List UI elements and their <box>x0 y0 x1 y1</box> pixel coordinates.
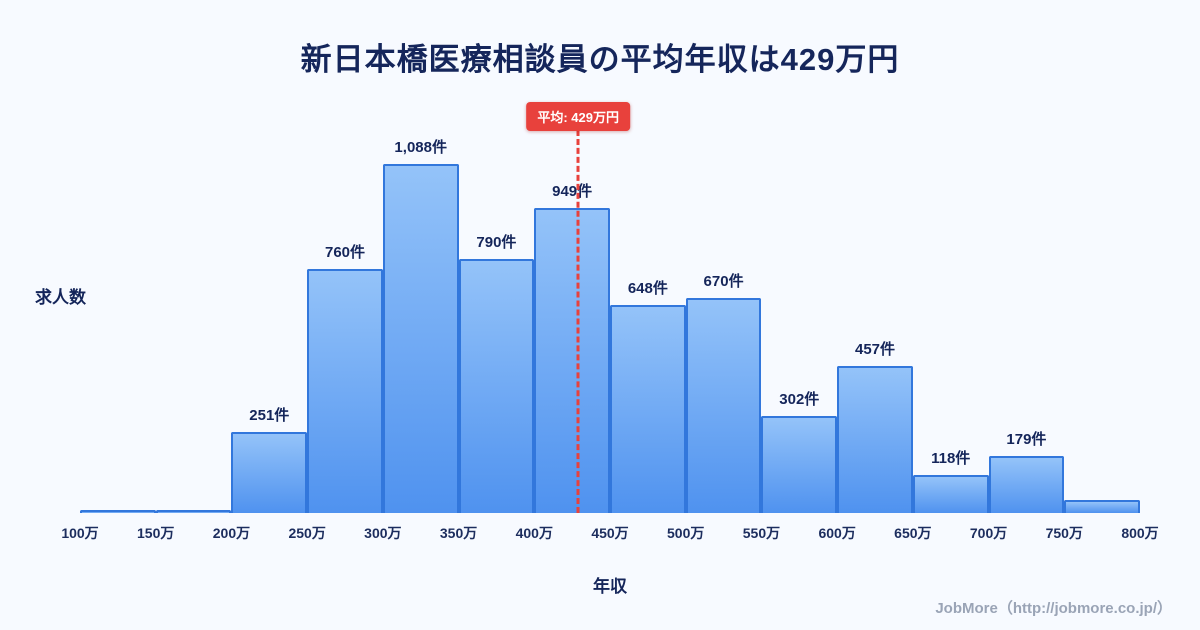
x-tick-label: 150万 <box>137 525 175 541</box>
x-tick-label: 750万 <box>1045 525 1083 541</box>
footer-credit: JobMore（http://jobmore.co.jp/） <box>935 600 1172 617</box>
histogram-bar <box>1064 500 1140 513</box>
x-tick-label: 700万 <box>969 525 1008 541</box>
bar-value-label: 648件 <box>627 280 668 298</box>
x-tick-label: 300万 <box>364 525 402 541</box>
histogram-bar <box>231 432 308 513</box>
x-tick-label: 800万 <box>1121 525 1159 541</box>
x-tick-label: 200万 <box>212 525 251 541</box>
bar-value-label: 760件 <box>324 244 366 262</box>
bar-value-label: 949件 <box>552 183 593 201</box>
average-line <box>576 121 580 513</box>
y-axis-label: 求人数 <box>35 288 86 307</box>
x-axis-label: 年収 <box>593 577 627 596</box>
bar-value-label: 251件 <box>249 407 290 425</box>
bar-value-label: 1,088件 <box>394 138 447 156</box>
x-tick-label: 650万 <box>894 525 932 541</box>
x-tick-label: 250万 <box>288 525 326 541</box>
x-tick-label: 500万 <box>667 525 705 541</box>
bar-value-label: 118件 <box>931 450 971 468</box>
histogram-bar <box>458 259 535 513</box>
bar-value-label: 302件 <box>779 391 820 409</box>
x-tick-label: 350万 <box>439 525 478 541</box>
histogram-bar <box>761 416 838 513</box>
histogram-bar <box>80 510 156 513</box>
bar-value-label: 457件 <box>854 341 896 359</box>
bar-value-label: 790件 <box>476 234 517 252</box>
x-tick-label: 450万 <box>591 525 629 541</box>
x-tick-label: 100万 <box>61 525 99 541</box>
bar-value-label: 670件 <box>703 272 744 290</box>
histogram-bar <box>912 475 989 513</box>
histogram-bar <box>837 366 913 513</box>
histogram-bar <box>988 455 1065 513</box>
histogram-bar <box>685 297 762 513</box>
bar-value-label: 179件 <box>1006 430 1047 448</box>
x-tick-label: 400万 <box>515 525 553 541</box>
x-axis-ticks: 100万 150万 200万 250万 300万 350万 400万 450万 500万 550万… <box>61 523 1158 543</box>
average-badge: 平均: 429万円 <box>526 102 631 131</box>
x-tick-label: 550万 <box>742 525 781 541</box>
histogram-bar <box>155 510 232 513</box>
histogram-bar <box>382 163 459 513</box>
histogram-bar <box>307 269 383 513</box>
chart-title: 新日本橋医療相談員の平均年収は429万円 <box>300 42 900 77</box>
histogram-bar <box>610 305 686 513</box>
histogram-bar <box>534 208 610 513</box>
plot-area: 平均: 429万円 251件 760件 1,088件 790件 949件 648件 670件… <box>80 102 1140 513</box>
x-tick-label: 600万 <box>818 525 856 541</box>
